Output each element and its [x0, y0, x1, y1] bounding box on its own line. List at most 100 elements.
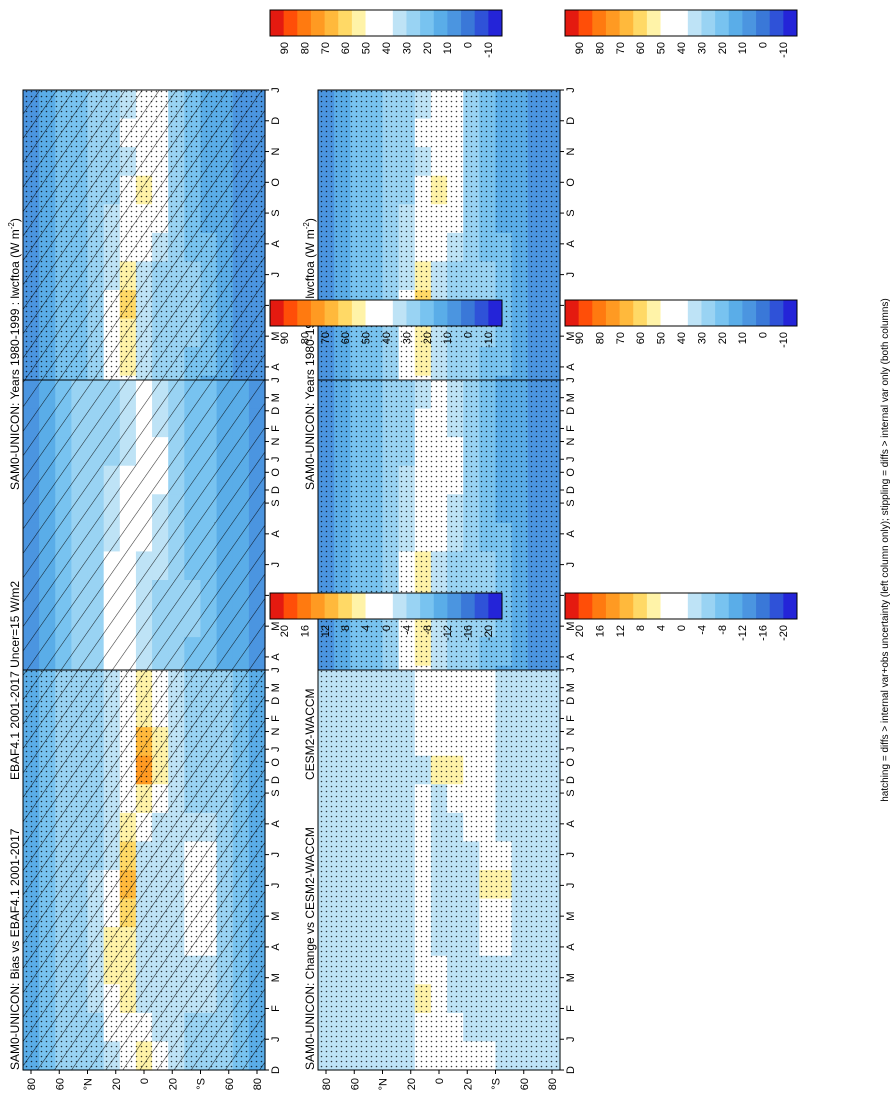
- colorbar-label: 50: [361, 332, 373, 344]
- colorbar-swatch: [379, 10, 394, 36]
- colorbar-swatch: [565, 300, 580, 326]
- colorbar-swatch: [674, 10, 689, 36]
- colorbar-swatch: [592, 593, 607, 619]
- colorbar-label: 0: [463, 332, 475, 338]
- colorbar-label: 4: [656, 625, 668, 631]
- colorbar-swatch: [406, 593, 421, 619]
- colorbar-swatch: [619, 300, 634, 326]
- month-label: O: [270, 758, 282, 767]
- month-label: O: [565, 468, 577, 477]
- month-label: O: [565, 178, 577, 187]
- lat-label: 60: [224, 1078, 236, 1090]
- colorbar-label: 20: [717, 42, 729, 54]
- panel-title-text: EBAF4.1 2001-2017 Uncer=15 W/m2: [8, 581, 22, 780]
- hatching-overlay: [23, 670, 265, 1070]
- colorbar-swatch: [605, 300, 621, 326]
- colorbar-swatch: [461, 10, 476, 36]
- colorbar-swatch: [365, 10, 380, 36]
- colorbar-swatch: [728, 593, 743, 619]
- colorbar-swatch: [392, 10, 407, 36]
- colorbar: 90 80 70 60 50 40 30 20 10 0 -10: [564, 299, 798, 348]
- month-label: O: [270, 468, 282, 477]
- month-label: S: [270, 499, 282, 506]
- colorbar-swatch: [447, 10, 462, 36]
- colorbar-swatch: [742, 593, 757, 619]
- lat-label: 80: [547, 1078, 559, 1090]
- colorbar-swatch: [338, 10, 353, 36]
- colorbar-swatch: [633, 593, 648, 619]
- month-label: J: [270, 562, 282, 568]
- lat-label: 80: [321, 1078, 333, 1090]
- colorbar-swatch: [379, 300, 394, 326]
- lat-label: °S: [196, 1078, 208, 1090]
- colorbar-swatch: [283, 10, 298, 36]
- colorbar-swatch: [674, 300, 689, 326]
- colorbar: 90 80 70 60 50 40 30 20 10 0 -10: [564, 9, 798, 58]
- colorbar-swatch: [701, 10, 716, 36]
- month-label: J: [565, 456, 577, 462]
- colorbar-label: -4: [696, 625, 708, 635]
- colorbar-swatch: [578, 10, 593, 36]
- panel-title-text: SAM0-UNICON: Bias vs EBAF4.1 2001-2017: [8, 828, 22, 1070]
- month-label: J: [270, 456, 282, 462]
- colorbar-swatch: [592, 300, 607, 326]
- month-label: D: [565, 407, 577, 415]
- panel-title-sup: -2: [302, 222, 311, 230]
- colorbar-swatch: [406, 300, 421, 326]
- colorbar-label: 20: [574, 625, 586, 637]
- colorbar-label: 60: [635, 332, 647, 344]
- colorbar: 20 16 12 8 4 0 -4 -8 -12 -16 -20: [269, 592, 503, 641]
- month-label: A: [565, 943, 577, 951]
- colorbar-swatch: [392, 300, 407, 326]
- colorbar-swatch: [742, 300, 757, 326]
- month-label: F: [565, 425, 577, 432]
- colorbar-label: -10: [778, 42, 790, 58]
- month-label: F: [565, 715, 577, 722]
- month-label: J: [565, 883, 577, 889]
- colorbar-swatch: [461, 300, 476, 326]
- colorbar-label: 30: [696, 332, 708, 344]
- colorbar-swatch: [338, 300, 353, 326]
- colorbar-label: -10: [778, 332, 790, 348]
- colorbar-swatch: [687, 300, 702, 326]
- colorbar-swatch: [769, 300, 784, 326]
- colorbar-swatch: [433, 593, 448, 619]
- panel-title-text: SAM0-UNICON: Years 1980-1999 : lwcftoa (…: [303, 229, 317, 490]
- colorbar-swatch: [324, 10, 339, 36]
- colorbar-label: 10: [442, 332, 454, 344]
- month-label: A: [565, 363, 577, 371]
- colorbar-swatch: [783, 593, 798, 619]
- month-label: D: [565, 117, 577, 125]
- month-label: M: [270, 912, 282, 921]
- colorbar-label: -16: [463, 625, 475, 641]
- colorbar-label: 10: [737, 42, 749, 54]
- month-label: D: [270, 117, 282, 125]
- month-label: D: [270, 697, 282, 705]
- colorbar-swatch: [365, 593, 380, 619]
- month-label: F: [270, 715, 282, 722]
- colorbar-label: -16: [758, 625, 770, 641]
- colorbar-swatch: [646, 593, 662, 619]
- colorbar-label: 60: [340, 332, 352, 344]
- lat-label: 20: [406, 1078, 418, 1090]
- colorbar: 90 80 70 60 50 40 30 20 10 0 -10: [269, 299, 503, 348]
- lat-label: 20: [462, 1078, 474, 1090]
- colorbar-swatch: [270, 593, 285, 619]
- colorbar-label: -8: [422, 625, 434, 635]
- colorbar-label: 70: [320, 42, 332, 54]
- colorbar-swatch: [447, 300, 462, 326]
- month-label: J: [270, 746, 282, 752]
- colorbar-label: 80: [594, 332, 606, 344]
- month-label: J: [270, 272, 282, 278]
- month-label: M: [270, 683, 282, 692]
- colorbar-label: 80: [299, 42, 311, 54]
- colorbar-swatch: [756, 10, 771, 36]
- lat-label: 80: [26, 1078, 38, 1090]
- colorbar-frame: [564, 299, 798, 327]
- colorbar-label: 12: [615, 625, 627, 637]
- month-label: S: [270, 209, 282, 216]
- colorbar-label: 8: [635, 625, 647, 631]
